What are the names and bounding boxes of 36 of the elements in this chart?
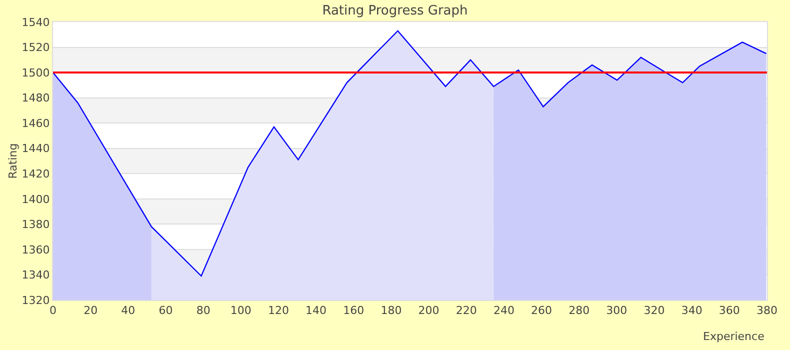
y-tick-label: 1440 [22, 142, 50, 156]
x-tick-label: 20 [84, 304, 98, 318]
y-tick-label: 1540 [22, 16, 50, 29]
y-tick-label: 1320 [22, 294, 50, 307]
y-tick-label: 1360 [22, 243, 50, 256]
x-tick-label: 40 [121, 304, 136, 318]
x-tick-label: 180 [380, 304, 402, 318]
y-tick-label: 1340 [22, 268, 50, 282]
y-tick-label: 1460 [22, 116, 50, 130]
x-tick-label: 300 [606, 304, 628, 318]
x-tick-label: 160 [343, 304, 364, 318]
x-tick-label: 340 [681, 304, 702, 318]
y-tick-label: 1520 [22, 41, 50, 54]
y-tick-label: 1480 [22, 92, 50, 105]
x-tick-label: 260 [531, 304, 552, 318]
chart-title: Rating Progress Graph [322, 3, 468, 18]
x-tick-label: 120 [268, 304, 289, 318]
y-tick-label: 1420 [22, 167, 50, 180]
x-tick-label: 0 [50, 304, 56, 318]
y-tick-label: 1400 [22, 192, 50, 206]
x-tick-label: 60 [158, 304, 173, 318]
x-tick-label: 200 [418, 304, 440, 318]
x-tick-label: 140 [306, 304, 327, 318]
y-axis-title: Rating [6, 143, 20, 179]
x-tick-label: 380 [756, 304, 778, 318]
line-series [53, 30, 767, 277]
x-tick-label: 360 [718, 304, 740, 318]
x-tick-label: 240 [493, 304, 514, 318]
x-tick-label: 280 [568, 304, 590, 318]
y-tick-label: 1380 [22, 218, 50, 232]
x-tick-label: 80 [196, 304, 210, 318]
x-tick-label: 100 [230, 304, 252, 318]
x-axis-title: Experience [703, 330, 765, 343]
x-tick-label: 320 [644, 304, 665, 318]
x-tick-label: 220 [456, 304, 477, 318]
y-tick-label: 1500 [22, 66, 50, 80]
